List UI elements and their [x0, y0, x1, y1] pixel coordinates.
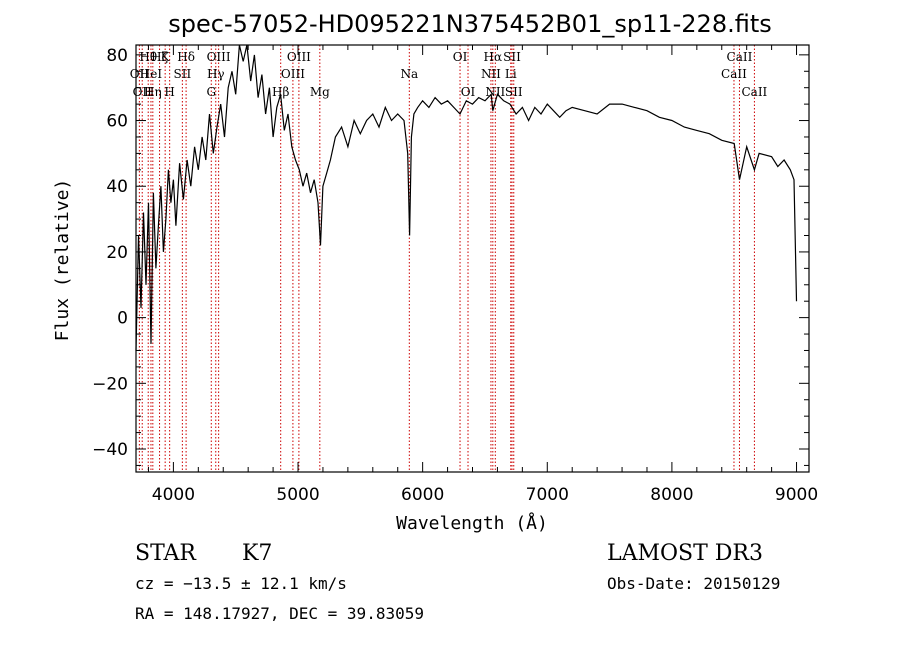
line-label-oii: OII — [133, 85, 153, 99]
chart-title: spec-57052-HD095221N375452B01_sp11-228.f… — [168, 10, 772, 38]
redshift-velocity: cz = −13.5 ± 12.1 km/s — [135, 574, 347, 593]
line-label-hα: Hα — [484, 50, 503, 64]
line-label-caii: CaII — [727, 50, 753, 64]
x-tick-label-7000: 7000 — [526, 485, 569, 505]
line-label-oiii: OIII — [281, 67, 305, 81]
line-label-hei: HeI — [140, 67, 163, 81]
line-label-caii: CaII — [741, 85, 767, 99]
line-label-h: H — [164, 85, 174, 99]
spectrum-series-line — [135, 44, 798, 351]
x-tick-label-4000: 4000 — [152, 485, 195, 505]
coordinates: RA = 148.17927, DEC = 39.83059 — [135, 604, 424, 623]
observation-date: Obs-Date: 20150129 — [607, 574, 780, 593]
y-tick-label-40: 40 — [106, 177, 128, 197]
object-class: STAR — [135, 541, 197, 566]
line-label-nii: NII — [481, 67, 501, 81]
spectral-line-markers — [138, 45, 755, 472]
line-label-g: G — [206, 85, 216, 99]
line-label-mg: Mg — [310, 85, 330, 99]
x-tick-label-5000: 5000 — [276, 485, 319, 505]
x-tick-label-8000: 8000 — [650, 485, 693, 505]
line-label-hθ: Hθ — [139, 50, 157, 64]
line-label-k: K — [161, 50, 171, 64]
x-tick-label-6000: 6000 — [401, 485, 444, 505]
line-label-oi: OI — [461, 85, 476, 99]
x-axis-label: Wavelength (Å) — [396, 512, 548, 534]
line-label-hδ: Hδ — [177, 50, 195, 64]
plot-frame — [135, 44, 810, 473]
y-tick-label--20: −20 — [92, 374, 128, 394]
line-label-sii: SII — [505, 85, 523, 99]
line-label-hη: Hη — [144, 85, 162, 99]
line-label-oiii: OIII — [207, 50, 231, 64]
line-label-li: Li — [505, 67, 517, 81]
y-tick-label-60: 60 — [106, 112, 128, 132]
y-tick-label-20: 20 — [106, 243, 128, 263]
line-label-sii: SII — [503, 50, 521, 64]
line-label-oii: OII — [130, 67, 150, 81]
object-subclass: K7 — [242, 541, 272, 566]
line-label-na: Na — [400, 67, 418, 81]
y-tick-label-0: 0 — [117, 309, 128, 329]
line-label-oiii: OIII — [287, 50, 311, 64]
y-tick-label--40: −40 — [92, 440, 128, 460]
survey-name: LAMOST DR3 — [607, 541, 763, 566]
y-axis-label: Flux (relative) — [52, 179, 73, 342]
line-label-hγ: Hγ — [207, 67, 225, 81]
line-label-caii: CaII — [721, 67, 747, 81]
line-label-oi: OI — [453, 50, 468, 64]
y-tick-label-80: 80 — [106, 46, 128, 66]
line-label-hζ: Hζ — [151, 50, 168, 64]
x-axis-ticks: 4000 5000 6000 7000 8000 9000 — [147, 45, 818, 505]
x-tick-label-9000: 9000 — [775, 485, 818, 505]
spectral-line-labels: OIIOIIHθHeIHηHζKHSIIHδGHγOIIIHβOIIIOIIIM… — [130, 50, 768, 99]
y-axis-ticks: −40 −20 0 20 40 60 80 — [92, 46, 809, 466]
line-label-sii: SII — [174, 67, 192, 81]
line-label-hβ: Hβ — [272, 85, 289, 99]
